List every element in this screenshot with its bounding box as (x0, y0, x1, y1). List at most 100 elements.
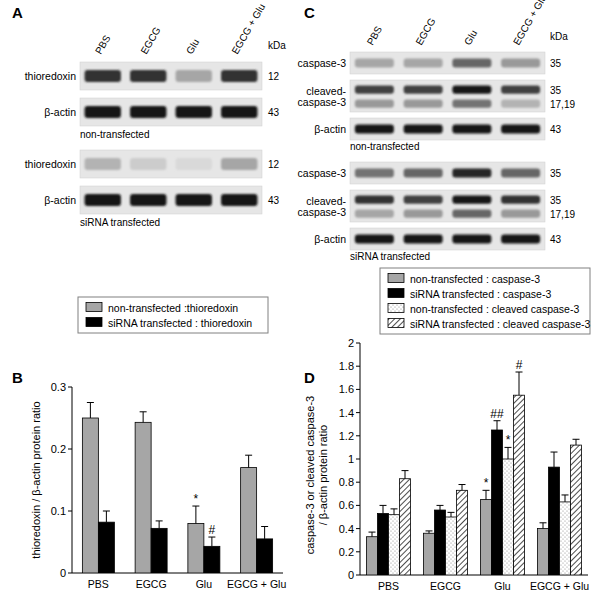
band (452, 58, 491, 67)
legend-label: non-transfected : cleaved caspase-3 (410, 303, 579, 315)
y-tick (356, 551, 360, 552)
y-tick-label: 0.3 (51, 381, 66, 393)
error-bar (448, 512, 455, 517)
bar (503, 459, 514, 575)
band (404, 234, 443, 243)
row-label: caspase-3 (298, 206, 347, 218)
blot-strip (350, 80, 545, 112)
y-tick-label: 0 (348, 569, 354, 581)
band (85, 70, 121, 82)
band (85, 194, 121, 206)
marks (82, 403, 272, 574)
panel-letter: D (304, 369, 315, 386)
group-caption: siRNA transfected (80, 217, 160, 228)
band (176, 194, 212, 206)
bar (457, 490, 468, 575)
band (355, 234, 394, 243)
error-line (486, 490, 487, 499)
row-label: β-actin (44, 194, 76, 206)
error-cap (380, 505, 387, 506)
significance-mark: * (194, 492, 199, 506)
bar (188, 523, 204, 573)
band (130, 106, 166, 118)
significance-mark: * (484, 476, 489, 490)
error-bar (140, 412, 147, 423)
bar (135, 422, 151, 573)
error-line (264, 527, 265, 539)
band (452, 100, 491, 108)
kda-label: 17,19 (550, 99, 575, 110)
band (501, 168, 540, 177)
error-cap (459, 484, 466, 485)
bar-chart: Dcaspase-3 or cleaved caspase-3/ β-actin… (304, 268, 591, 592)
band (404, 168, 443, 177)
band (452, 85, 491, 93)
band (355, 168, 394, 177)
blot-strip (80, 98, 262, 126)
significance-mark: # (209, 523, 216, 537)
legend-label: non-transfected : caspase-3 (410, 273, 540, 285)
blot-strip (80, 150, 262, 178)
band (221, 70, 257, 82)
error-cap (402, 470, 409, 471)
band (501, 124, 540, 133)
y-tick-label: 2 (348, 337, 354, 349)
y-tick-label: 1.6 (339, 383, 354, 395)
error-bar (402, 471, 409, 479)
y-tick-label: 1.4 (339, 407, 354, 419)
band (404, 210, 443, 218)
y-tick-label: 1 (348, 453, 354, 465)
band (404, 124, 443, 133)
column-header: Glu (184, 37, 201, 56)
x-tick-label: EGCG + Glu (530, 580, 589, 592)
error-line (159, 521, 160, 528)
error-line (451, 512, 452, 517)
y-tick-label: 1.2 (339, 430, 354, 442)
error-bar (391, 509, 398, 515)
blot-panel: CPBSEGCGGluEGCG + GlukDacaspase-335cleav… (298, 0, 576, 262)
band (355, 85, 394, 93)
row-label: β-actin (44, 106, 76, 118)
error-line (576, 439, 577, 445)
error-bar (208, 537, 215, 546)
kda-label: 35 (550, 58, 562, 69)
error-cap (562, 494, 569, 495)
band (355, 195, 394, 203)
error-bar (369, 532, 376, 537)
x-tick-label: EGCG (430, 580, 461, 592)
kda-label: 43 (550, 124, 562, 135)
y-tick-label: 0 (60, 567, 66, 579)
y-tick (356, 343, 360, 344)
kda-label: 43 (268, 107, 280, 118)
group-caption: non-transfected (350, 141, 420, 152)
y-tick (68, 387, 72, 388)
legend-box (78, 297, 268, 333)
bar (446, 517, 457, 575)
band (85, 106, 121, 118)
error-bar (156, 521, 163, 528)
y-tick-label: 0.2 (339, 546, 354, 558)
y-tick (68, 511, 72, 512)
error-bar (540, 523, 547, 529)
row-label: caspase-3 (298, 96, 347, 108)
x-tick-label: PBS (88, 578, 109, 590)
y-axis-label: / β-actin protein ratio (317, 425, 329, 525)
error-line (90, 403, 91, 419)
band (176, 106, 212, 118)
bar (389, 515, 400, 575)
error-bar (245, 455, 252, 467)
unit-label: kDa (268, 40, 286, 51)
x-tick-label: Glu (196, 578, 213, 590)
blot-strip (350, 190, 545, 222)
error-line (143, 412, 144, 423)
unit-label: kDa (550, 31, 568, 42)
band (85, 158, 121, 170)
error-line (106, 511, 107, 522)
bar (151, 528, 167, 573)
bar (560, 502, 571, 575)
legend: non-transfected : caspase-3siRNA transfe… (380, 268, 591, 334)
error-line (440, 505, 441, 510)
bar-chart: Bthioredoxin / β-actin protein ratio00.1… (12, 297, 286, 590)
y-tick (356, 459, 360, 460)
legend-swatch (388, 304, 404, 313)
